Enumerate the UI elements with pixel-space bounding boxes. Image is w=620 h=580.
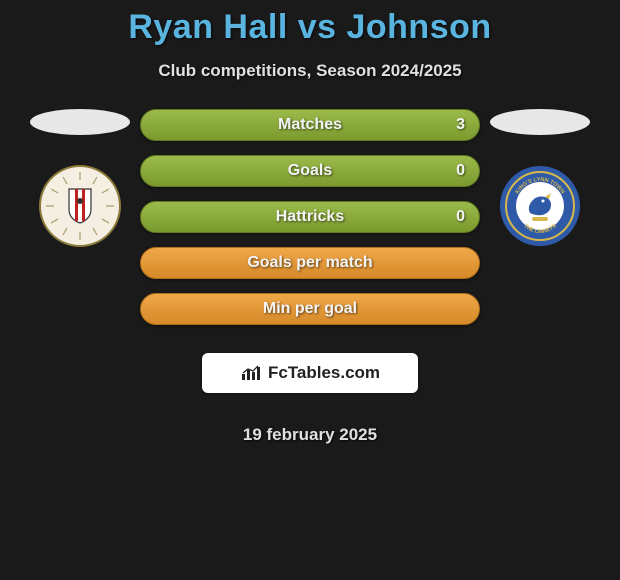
left-column — [20, 109, 140, 247]
brand-bar: FcTables.com — [202, 353, 418, 393]
main-row: Matches 3 Goals 0 Hattricks 0 Goals per … — [0, 109, 620, 445]
brand-chart-icon — [240, 364, 262, 382]
right-ellipse — [490, 109, 590, 135]
page-subtitle: Club competitions, Season 2024/2025 — [0, 61, 620, 81]
page-title: Ryan Hall vs Johnson — [0, 8, 620, 47]
page-container: Ryan Hall vs Johnson Club competitions, … — [0, 0, 620, 445]
stats-column: Matches 3 Goals 0 Hattricks 0 Goals per … — [140, 109, 480, 445]
stat-value: 0 — [456, 162, 465, 180]
stat-value: 3 — [456, 116, 465, 134]
left-club-badge — [39, 165, 121, 247]
stat-bar-goals-per-match: Goals per match — [140, 247, 480, 279]
stat-value: 0 — [456, 208, 465, 226]
stat-label: Matches — [278, 116, 342, 134]
stat-bar-goals: Goals 0 — [140, 155, 480, 187]
stat-bar-min-per-goal: Min per goal — [140, 293, 480, 325]
stat-label: Hattricks — [276, 208, 344, 226]
stat-bar-matches: Matches 3 — [140, 109, 480, 141]
left-ellipse — [30, 109, 130, 135]
left-badge-svg — [39, 165, 121, 247]
brand-text: FcTables.com — [268, 363, 380, 383]
right-club-badge: KING'S LYNN TOWN THE LINNETS — [499, 165, 581, 247]
right-column: KING'S LYNN TOWN THE LINNETS — [480, 109, 600, 247]
stat-label: Min per goal — [263, 300, 357, 318]
right-badge-svg: KING'S LYNN TOWN THE LINNETS — [499, 165, 581, 247]
stat-label: Goals — [288, 162, 332, 180]
footer-date: 19 february 2025 — [140, 425, 480, 445]
stat-bar-hattricks: Hattricks 0 — [140, 201, 480, 233]
stat-label: Goals per match — [247, 254, 372, 272]
